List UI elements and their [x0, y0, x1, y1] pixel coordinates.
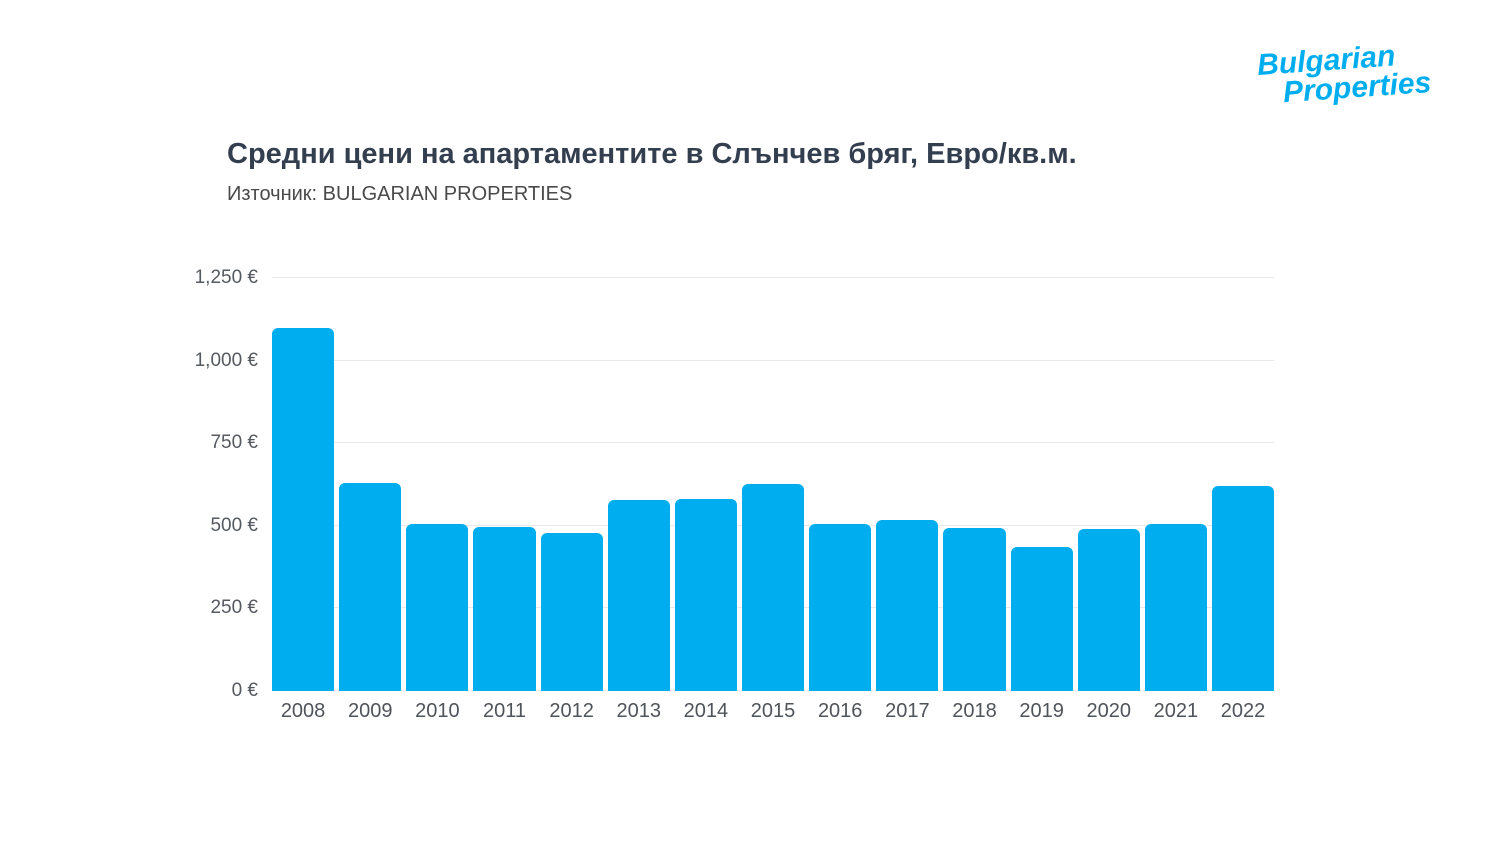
bar-2014 — [674, 499, 737, 691]
bar-slot — [809, 278, 872, 691]
bar-slot — [272, 278, 335, 691]
y-tick-label: 1,250 € — [194, 267, 258, 288]
y-tick-label: 750 € — [210, 432, 258, 454]
x-tick-label: 2020 — [1086, 700, 1132, 722]
bar-2016 — [809, 524, 872, 691]
x-tick-label: 2014 — [683, 700, 729, 722]
x-tick-label: 2019 — [1019, 700, 1064, 722]
chart-header: Средни цени на апартаментите в Слънчев б… — [227, 138, 1327, 206]
y-tick-label: 500 € — [210, 514, 258, 536]
y-tick-label: 0 € — [231, 680, 258, 701]
x-tick-label: 2016 — [817, 700, 863, 722]
bar-2011 — [473, 527, 536, 691]
bar-slot — [943, 278, 1006, 691]
logo-line2: Properties — [1281, 65, 1432, 109]
x-tick-label: 2018 — [952, 700, 997, 722]
x-tick-label: 2012 — [549, 700, 594, 722]
y-tick-label: 250 € — [210, 597, 258, 619]
bar-slot — [339, 278, 402, 691]
bar-2020 — [1077, 529, 1140, 691]
x-tick-label: 2010 — [415, 700, 460, 722]
bar-2012 — [540, 533, 603, 691]
x-tick-label: 2011 — [482, 700, 526, 722]
bar-slot — [406, 278, 469, 691]
bar-2009 — [339, 482, 402, 691]
x-tick-label: 2015 — [750, 700, 796, 722]
gridline — [272, 442, 1274, 444]
x-tick-label: 2008 — [280, 700, 326, 722]
bar-2008 — [272, 327, 335, 691]
bar-2015 — [741, 483, 805, 691]
bar-slot — [1010, 278, 1073, 691]
bar-slot — [876, 278, 939, 691]
gridline — [272, 277, 1274, 278]
bar-slot — [674, 278, 737, 691]
bar-slot — [1077, 278, 1140, 691]
x-tick-label: 2009 — [347, 700, 393, 722]
x-tick-label: 2013 — [616, 700, 662, 722]
chart-source: Източник: BULGARIAN PROPERTIES — [227, 183, 573, 205]
y-axis: 0 € 250 € 500 € 750 € 1,000 € 1,250 € — [130, 267, 258, 701]
plot-area — [272, 277, 1275, 691]
y-tick-label: 1,000 € — [194, 349, 258, 371]
bar-slot — [1144, 278, 1207, 691]
bars — [272, 278, 1275, 691]
x-tick-label: 2017 — [885, 700, 930, 722]
x-tick-label: 2021 — [1153, 700, 1199, 722]
bar-2022 — [1211, 486, 1275, 691]
x-axis: 2008 2009 2010 2011 2012 2013 2014 2015 2016 2017… — [272, 700, 1274, 723]
bar-2010 — [406, 523, 469, 691]
bar-2017 — [876, 519, 939, 691]
x-tick-label: 2022 — [1220, 700, 1266, 722]
bar-2013 — [607, 500, 670, 691]
bar-2019 — [1010, 546, 1073, 691]
bar-slot — [473, 278, 536, 691]
chart-title: Средни цени на апартаментите в Слънчев б… — [227, 138, 1077, 170]
bar-2018 — [943, 528, 1006, 691]
bar-slot — [607, 278, 670, 691]
bar-slot — [741, 278, 805, 691]
bar-slot — [1211, 278, 1275, 691]
gridline — [272, 359, 1274, 361]
bar-2021 — [1144, 523, 1207, 691]
bar-slot — [540, 278, 603, 691]
bulgarian-properties-logo: Bulgarian Properties — [1256, 39, 1432, 109]
